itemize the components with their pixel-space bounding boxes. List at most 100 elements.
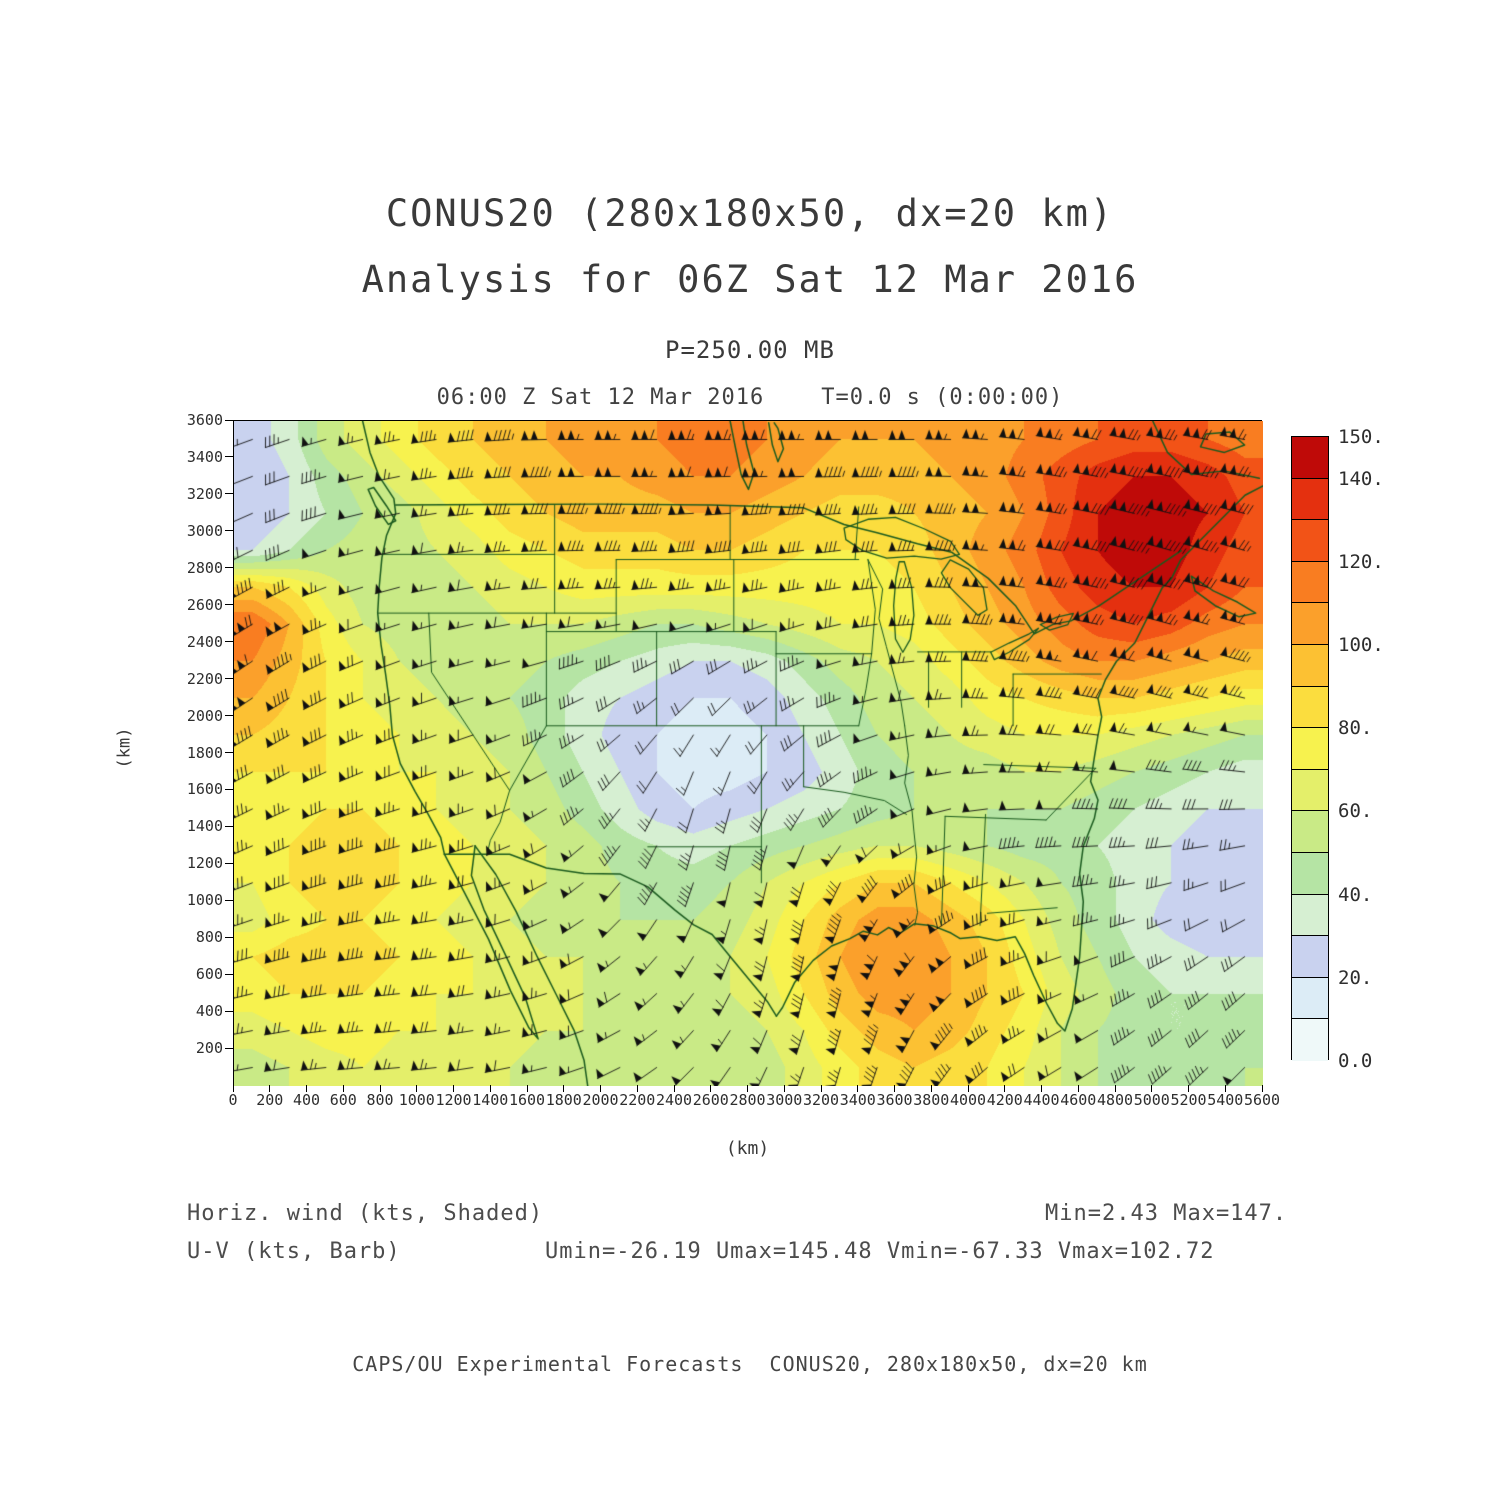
y-tick-label: 400	[195, 1002, 223, 1021]
colorbar-tick-label: 80.	[1338, 717, 1373, 740]
y-tick-mark	[225, 899, 233, 901]
x-tick-mark	[1261, 1085, 1263, 1092]
y-tick-mark	[225, 973, 233, 975]
x-tick-label: 4600	[1060, 1091, 1097, 1109]
y-tick-mark	[225, 825, 233, 827]
x-tick-label: 1200	[435, 1091, 472, 1109]
x-tick-mark	[894, 1085, 895, 1092]
y-tick-mark	[225, 530, 233, 532]
x-tick-mark	[747, 1085, 748, 1092]
chart-subtitle: Analysis for 06Z Sat 12 Mar 2016	[361, 258, 1139, 301]
y-tick-label: 2000	[186, 706, 223, 725]
x-axis-title: (km)	[725, 1138, 770, 1159]
shaded-field-label: Horiz. wind (kts, Shaded)	[187, 1201, 544, 1226]
x-tick-label: 0	[228, 1091, 238, 1109]
y-tick-mark	[225, 493, 233, 495]
x-tick-label: 5400	[1207, 1091, 1244, 1109]
x-tick-label: 600	[329, 1091, 357, 1109]
x-tick-mark	[416, 1085, 418, 1092]
y-tick-label: 2400	[186, 632, 223, 651]
x-tick-label: 3600	[876, 1091, 913, 1109]
colorbar-tick-label: 40.	[1338, 883, 1373, 906]
y-tick-mark	[225, 1010, 233, 1012]
colorbar-tick-label: 150.	[1338, 426, 1384, 448]
x-tick-mark	[820, 1085, 822, 1092]
colorbar-swatch	[1292, 437, 1328, 479]
x-tick-label: 4400	[1023, 1091, 1060, 1109]
x-tick-mark	[563, 1085, 565, 1092]
map-plot-frame	[233, 420, 1263, 1086]
y-tick-label: 200	[195, 1039, 223, 1058]
x-tick-mark	[967, 1085, 969, 1092]
x-tick-label: 200	[256, 1091, 284, 1109]
x-tick-label: 3400	[839, 1091, 876, 1109]
x-tick-label: 1000	[398, 1091, 435, 1109]
valid-time-label: 06:00 Z Sat 12 Mar 2016 T=0.0 s (0:00:00…	[436, 385, 1064, 410]
x-tick-label: 800	[366, 1091, 394, 1109]
y-tick-label: 2600	[186, 595, 223, 614]
y-tick-label: 1400	[186, 817, 223, 836]
x-tick-mark	[526, 1085, 528, 1092]
x-tick-mark	[489, 1085, 491, 1092]
colorbar-swatch	[1292, 1019, 1328, 1061]
y-tick-mark	[225, 567, 233, 569]
y-tick-mark	[225, 604, 233, 606]
colorbar-swatch	[1292, 644, 1328, 687]
credit-line: CAPS/OU Experimental Forecasts CONUS20, …	[352, 1352, 1148, 1376]
y-tick-label: 3400	[186, 447, 223, 466]
colorbar-swatch	[1292, 769, 1328, 812]
y-tick-mark	[225, 862, 233, 864]
colorbar-swatch	[1292, 977, 1328, 1020]
colorbar-tick-label: 20.	[1338, 966, 1373, 989]
y-tick-mark	[225, 936, 233, 938]
field-minmax-label: Min=2.43 Max=147.	[1045, 1201, 1288, 1226]
pressure-level-label: P=250.00 MB	[665, 336, 835, 364]
x-tick-label: 5600	[1243, 1091, 1281, 1109]
x-tick-label: 3800	[913, 1091, 950, 1109]
x-tick-label: 3200	[802, 1091, 840, 1109]
x-tick-label: 2200	[619, 1091, 656, 1109]
x-tick-mark	[673, 1085, 675, 1092]
x-tick-mark	[269, 1085, 271, 1092]
x-tick-mark	[1077, 1085, 1079, 1092]
colorbar-swatch	[1292, 811, 1328, 853]
colorbar-tick-label: 0.0	[1338, 1050, 1373, 1072]
y-tick-label: 1000	[186, 891, 223, 910]
y-tick-label: 1800	[186, 743, 223, 762]
x-tick-mark	[342, 1085, 344, 1092]
x-tick-label: 1600	[508, 1091, 546, 1109]
y-tick-mark	[225, 1047, 233, 1049]
x-tick-label: 4200	[986, 1091, 1023, 1109]
x-tick-mark	[1151, 1085, 1153, 1092]
x-tick-mark	[306, 1085, 307, 1092]
colorbar-swatch	[1292, 686, 1328, 729]
colorbar-swatch	[1292, 561, 1328, 604]
x-tick-mark	[930, 1085, 932, 1092]
x-tick-label: 3000	[766, 1091, 803, 1109]
x-tick-label: 2400	[655, 1091, 693, 1109]
colorbar-swatch	[1292, 520, 1328, 562]
x-tick-label: 400	[292, 1091, 321, 1109]
y-tick-label: 600	[195, 965, 223, 984]
y-tick-label: 2800	[186, 558, 223, 577]
x-tick-mark	[710, 1085, 712, 1092]
x-tick-mark	[636, 1085, 638, 1092]
y-tick-mark	[225, 456, 233, 458]
y-tick-mark	[225, 641, 233, 643]
x-tick-mark	[453, 1085, 454, 1092]
colorbar-swatch	[1292, 894, 1328, 937]
colorbar-tick-label: 140.	[1338, 467, 1384, 490]
y-tick-label: 3000	[186, 521, 223, 540]
y-tick-mark	[225, 715, 233, 717]
x-tick-label: 5200	[1170, 1091, 1207, 1109]
y-tick-mark	[225, 788, 233, 790]
wind-map-canvas	[234, 421, 1263, 1086]
y-tick-label: 3200	[186, 484, 223, 503]
x-tick-mark	[1188, 1085, 1189, 1092]
x-tick-mark	[1004, 1085, 1006, 1092]
x-tick-mark	[232, 1085, 234, 1092]
x-tick-label: 1800	[545, 1091, 582, 1109]
x-tick-label: 4000	[949, 1091, 987, 1109]
x-tick-mark	[600, 1085, 601, 1092]
